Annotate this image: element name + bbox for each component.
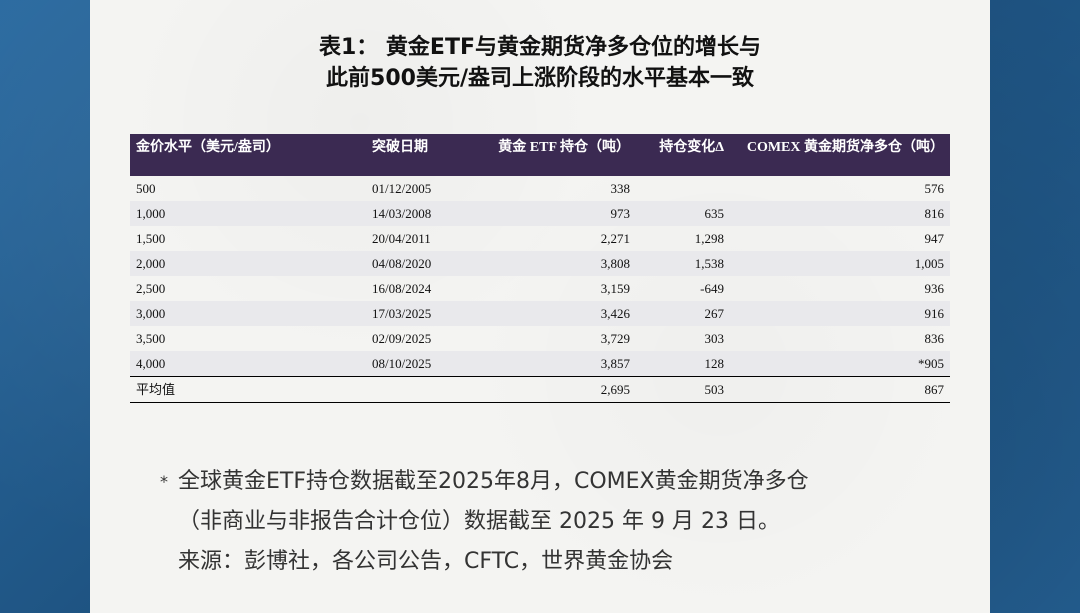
table-row: 3,500 02/09/2025 3,729 303 836 — [130, 326, 950, 351]
cell-change: 303 — [704, 331, 725, 346]
cell-price: 3,500 — [136, 331, 166, 346]
cell-date: 01/12/2005 — [372, 181, 432, 196]
cell-etf: 3,159 — [600, 281, 630, 296]
cell-date: 04/08/2020 — [366, 251, 474, 276]
cell-price: 3,000 — [130, 301, 366, 326]
cell-change: 635 — [636, 201, 730, 226]
header-break-date: 突破日期 — [366, 134, 474, 176]
cell-average-change: 503 — [636, 376, 730, 403]
header-holding-change: 持仓变化Δ — [636, 134, 730, 176]
header-etf-holdings: 黄金 ETF 持仓（吨） — [474, 134, 636, 176]
cell-comex: 836 — [924, 331, 945, 346]
header-comex-net-long: COMEX 黄金期货净多仓（吨） — [730, 134, 950, 176]
header-price-level: 金价水平（美元/盎司） — [130, 134, 366, 176]
cell-date: 02/09/2025 — [372, 331, 432, 346]
table-header: 金价水平（美元/盎司） 突破日期 黄金 ETF 持仓（吨） 持仓变化Δ COME… — [130, 134, 950, 176]
cell-comex: 816 — [730, 201, 950, 226]
footnote-star: * — [160, 472, 168, 491]
cell-change — [636, 176, 730, 201]
cell-date: 20/04/2011 — [372, 231, 431, 246]
cell-change: 128 — [636, 351, 730, 377]
cell-price: 500 — [136, 181, 156, 196]
cell-etf: 3,808 — [474, 251, 636, 276]
cell-etf: 973 — [474, 201, 636, 226]
table-body: 500 01/12/2005 338 576 1,000 14/03/2008 … — [130, 176, 950, 403]
cell-price: 2,000 — [130, 251, 366, 276]
cell-comex: 576 — [924, 181, 945, 196]
cell-change: 267 — [636, 301, 730, 326]
cell-etf: 3,857 — [474, 351, 636, 377]
footnote: * 全球黄金ETF持仓数据截至2025年8月，COMEX黄金期货净多仓 （非商业… — [160, 462, 960, 582]
paper-panel: 表1： 黄金ETF与黄金期货净多仓位的增长与 此前500美元/盎司上涨阶段的水平… — [90, 0, 990, 613]
table-row: 2,000 04/08/2020 3,808 1,538 1,005 — [130, 251, 950, 276]
cell-etf: 3,426 — [474, 301, 636, 326]
cell-comex: 916 — [730, 301, 950, 326]
cell-date: 17/03/2025 — [366, 301, 474, 326]
cell-etf: 3,729 — [600, 331, 630, 346]
title-line-2: 此前500美元/盎司上涨阶段的水平基本一致 — [326, 66, 754, 91]
cell-price: 1,000 — [130, 201, 366, 226]
cell-average-date — [366, 376, 474, 403]
page-title: 表1： 黄金ETF与黄金期货净多仓位的增长与 此前500美元/盎司上涨阶段的水平… — [90, 32, 990, 94]
cell-change: -649 — [700, 281, 724, 296]
footnote-line-2: （非商业与非报告合计仓位）数据截至 2025 年 9 月 23 日。 — [178, 509, 780, 534]
cell-etf: 338 — [610, 181, 631, 196]
source-line: 来源：彭博社，各公司公告，CFTC，世界黄金协会 — [178, 549, 674, 574]
footnote-line-1: 全球黄金ETF持仓数据截至2025年8月，COMEX黄金期货净多仓 — [178, 469, 809, 494]
table-row: 1,000 14/03/2008 973 635 816 — [130, 201, 950, 226]
cell-change: 1,538 — [636, 251, 730, 276]
cell-price: 1,500 — [136, 231, 166, 246]
table-row: 500 01/12/2005 338 576 — [130, 176, 950, 201]
table-row: 2,500 16/08/2024 3,159 -649 936 — [130, 276, 950, 301]
cell-change: 1,298 — [694, 231, 724, 246]
cell-average-label: 平均值 — [130, 376, 366, 403]
cell-date: 14/03/2008 — [366, 201, 474, 226]
cell-etf: 2,271 — [600, 231, 630, 246]
table-row: 3,000 17/03/2025 3,426 267 916 — [130, 301, 950, 326]
cell-comex: *905 — [730, 351, 950, 377]
data-table: 金价水平（美元/盎司） 突破日期 黄金 ETF 持仓（吨） 持仓变化Δ COME… — [130, 134, 950, 403]
cell-date: 16/08/2024 — [372, 281, 432, 296]
table-row: 4,000 08/10/2025 3,857 128 *905 — [130, 351, 950, 377]
cell-average-etf: 2,695 — [474, 376, 636, 403]
cell-date: 08/10/2025 — [366, 351, 474, 377]
cell-comex: 947 — [924, 231, 945, 246]
cell-price: 4,000 — [130, 351, 366, 377]
cell-average-comex: 867 — [730, 376, 950, 403]
average-row: 平均值 2,695 503 867 — [130, 376, 950, 403]
cell-price: 2,500 — [136, 281, 166, 296]
cell-comex: 936 — [924, 281, 945, 296]
cell-comex: 1,005 — [730, 251, 950, 276]
title-line-1: 表1： 黄金ETF与黄金期货净多仓位的增长与 — [318, 35, 762, 60]
table-row: 1,500 20/04/2011 2,271 1,298 947 — [130, 226, 950, 251]
